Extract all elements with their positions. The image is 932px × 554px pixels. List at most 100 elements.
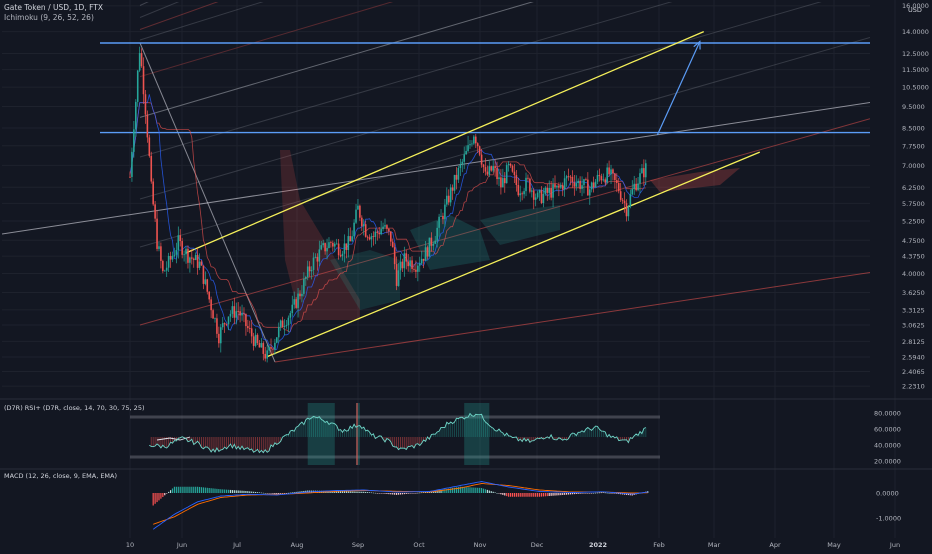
candle-body [320, 245, 323, 250]
fan-line-4 [139, 2, 264, 41]
candle-body [538, 190, 541, 193]
price-axis-tick: 8.5000 [902, 124, 925, 132]
candle-body [314, 256, 317, 258]
macd-histogram-bar [413, 493, 415, 494]
macd-histogram-bar [556, 493, 558, 496]
macd-histogram-bar [202, 487, 205, 493]
price-axis-tick: 9.5000 [902, 103, 925, 111]
rsi-line [149, 412, 647, 454]
candle-body [370, 236, 373, 240]
candle-body [588, 189, 591, 196]
candle-body [337, 243, 340, 256]
candle-body [451, 187, 454, 191]
candle-body [496, 168, 498, 180]
candle-body [131, 151, 133, 177]
rsi-panel [130, 403, 660, 465]
rsi-axis-tick: 60.0000 [874, 426, 901, 434]
macd-histogram-bar [355, 491, 357, 493]
candle-body [399, 261, 402, 271]
macd-histogram-bar [380, 493, 382, 494]
candle-body [212, 310, 214, 319]
candle-body [420, 258, 423, 264]
rsi-zone-0 [307, 403, 335, 465]
candle-body [362, 224, 365, 227]
macd-histogram-bar [602, 492, 604, 493]
macd-histogram-bar [295, 491, 297, 493]
macd-histogram-bar [341, 491, 344, 493]
price-axis-tick: 16.0000 [902, 2, 929, 10]
macd-signal-line [153, 483, 648, 525]
candle-body [542, 193, 545, 204]
candle-body [318, 249, 321, 262]
candle-body [276, 337, 278, 343]
time-axis-label: 10 [126, 541, 134, 549]
macd-histogram-bar [554, 493, 556, 496]
macd-histogram-bar [596, 492, 599, 494]
candle-body [345, 243, 348, 251]
macd-histogram-bar [249, 491, 251, 493]
candle-body [343, 243, 346, 254]
candle-body [349, 236, 352, 242]
candle-body [571, 176, 574, 183]
time-axis-label: 2022 [589, 541, 607, 549]
price-axis-tick: 3.0625 [902, 322, 925, 330]
macd-histogram-bar [508, 493, 510, 497]
candle-body [175, 250, 178, 255]
macd-histogram-bar [254, 491, 257, 493]
candle-body [587, 179, 589, 196]
time-axis-label: Dec [531, 541, 544, 549]
macd-histogram-bar [399, 493, 402, 495]
candle-body [138, 53, 141, 71]
candle-body [291, 304, 294, 314]
candle-body [442, 215, 444, 220]
candle-body [569, 176, 572, 178]
candle-body [152, 181, 154, 205]
candle-body [619, 191, 622, 200]
candle-body [505, 165, 508, 184]
macd-histogram-bar [231, 490, 233, 493]
candle-body [438, 216, 440, 228]
macd-histogram-bar [268, 493, 270, 494]
candle-body [411, 260, 413, 269]
macd-histogram-bar [496, 493, 498, 494]
candle-body [457, 167, 460, 180]
candle-body [511, 165, 514, 172]
macd-histogram-bar [357, 491, 359, 493]
candle-body [219, 327, 222, 344]
candle-body [473, 136, 475, 144]
macd-histogram-bar [585, 493, 587, 494]
macd-histogram-bar [552, 493, 554, 496]
candle-body [610, 169, 612, 175]
time-axis-label: Jun [889, 541, 900, 549]
macd-histogram-bar [567, 493, 570, 495]
candle-body [639, 173, 641, 184]
ichimoku-legend: Ichimoku (9, 26, 52, 26) [4, 13, 94, 22]
candle-body [617, 183, 620, 192]
candle-body [295, 299, 297, 308]
candle-body [208, 291, 211, 300]
candle-body [165, 267, 168, 271]
candle-body [517, 184, 520, 196]
macd-histogram-bar [345, 491, 347, 493]
macd-histogram-bar [463, 486, 465, 493]
candle-body [523, 191, 525, 195]
macd-histogram-bar [612, 493, 614, 494]
macd-histogram-bar [368, 492, 371, 493]
macd-histogram-bar [204, 487, 206, 493]
macd-histogram-bar [264, 493, 266, 494]
candle-body [374, 231, 377, 237]
candle-body [594, 181, 597, 188]
price-axis-tick: 3.3125 [902, 306, 925, 314]
macd-histogram-bar [256, 492, 259, 493]
macd-histogram-bar [166, 493, 168, 494]
macd-histogram-bar [564, 493, 566, 495]
macd-histogram-bar [260, 492, 262, 494]
macd-histogram-bar [293, 492, 295, 493]
macd-histogram-bar [390, 493, 392, 495]
macd-histogram-bar [606, 492, 608, 494]
candle-body [436, 227, 438, 241]
macd-histogram-bar [195, 486, 197, 493]
fan-line-8 [139, 2, 822, 200]
